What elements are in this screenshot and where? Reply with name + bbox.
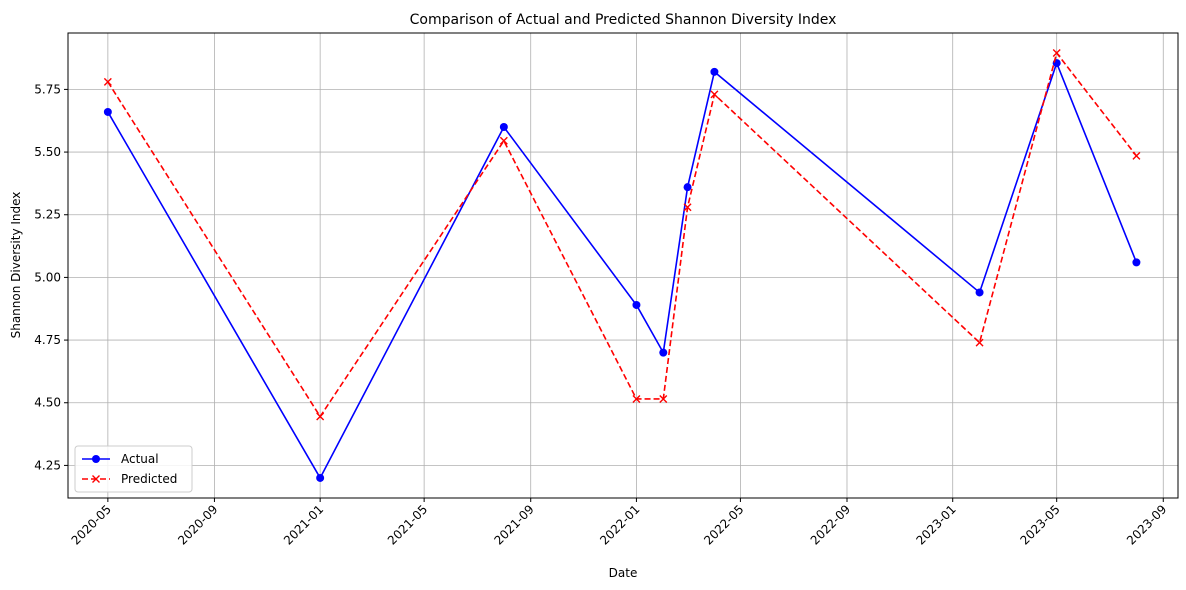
y-axis: 4.25 4.50 4.75 5.00 5.25 5.50 5.75	[34, 82, 68, 472]
data-point-predicted	[316, 412, 325, 421]
series-layer	[103, 49, 1141, 482]
data-point-predicted	[659, 394, 668, 403]
series-predicted	[103, 49, 1141, 421]
legend-box	[74, 445, 193, 493]
y-tick-label: 4.75	[34, 333, 61, 347]
data-point-actual	[1132, 258, 1141, 267]
y-tick-label: 5.25	[34, 208, 61, 222]
y-tick-label: 5.50	[34, 145, 61, 159]
data-point-predicted	[103, 77, 112, 86]
data-point-actual	[103, 107, 112, 116]
series-line-actual	[107, 60, 1138, 480]
plot-frame	[67, 32, 1179, 499]
series-line-predicted	[107, 51, 1138, 418]
data-point-predicted	[975, 338, 984, 347]
y-axis-label: Shannon Diversity Index	[9, 192, 23, 339]
data-point-predicted	[683, 203, 692, 212]
grid	[68, 33, 1178, 498]
data-point-predicted	[1132, 151, 1141, 160]
legend-marker-predicted	[92, 475, 100, 483]
data-point-actual	[316, 473, 325, 482]
legend-marker-actual	[92, 455, 100, 463]
y-tick-label: 5.75	[34, 82, 61, 96]
y-tick-label: 4.25	[34, 458, 61, 472]
legend-label-predicted: Predicted	[121, 472, 177, 486]
data-point-predicted	[499, 136, 508, 145]
data-point-actual	[659, 348, 668, 357]
x-axis-label: Date	[609, 566, 638, 580]
legend-label-actual: Actual	[121, 452, 159, 466]
y-tick-label: 4.50	[34, 396, 61, 410]
data-point-predicted	[1052, 49, 1061, 58]
data-point-actual	[683, 183, 692, 192]
data-point-predicted	[632, 394, 641, 403]
series-actual	[103, 59, 1141, 482]
chart-title: Comparison of Actual and Predicted Shann…	[410, 12, 837, 28]
y-tick-label: 5.00	[34, 270, 61, 284]
data-point-actual	[710, 67, 719, 76]
data-point-predicted	[710, 90, 719, 99]
data-point-actual	[632, 300, 641, 309]
legend: Actual Predicted	[74, 445, 193, 493]
data-point-actual	[975, 288, 984, 297]
data-point-actual	[499, 123, 508, 132]
